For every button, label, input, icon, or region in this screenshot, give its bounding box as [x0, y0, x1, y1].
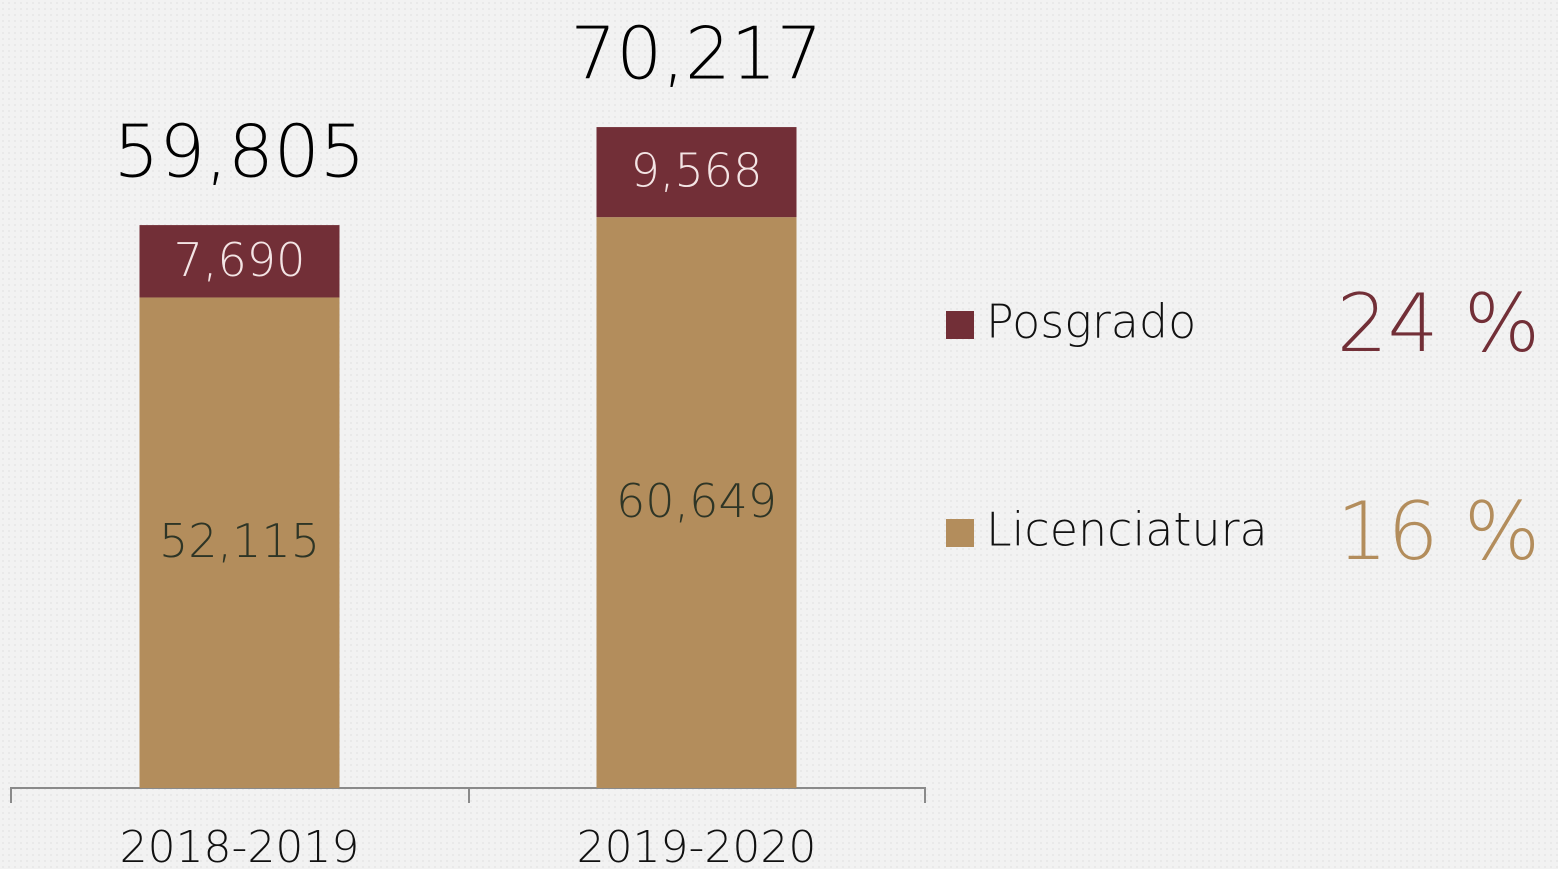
value-label: 52,115 [159, 514, 320, 568]
x-tick-label: 2018-2019 [120, 822, 360, 869]
legend-label: Licenciatura [986, 503, 1268, 557]
growth-label: 16 % [1337, 485, 1540, 578]
bar-segment [139, 297, 340, 788]
x-tick-label: 2019-2020 [577, 822, 817, 869]
legend-swatch [946, 519, 974, 547]
bar-segment [596, 127, 797, 218]
bar-segment [139, 225, 340, 298]
value-label: 9,568 [631, 144, 763, 198]
growth-label: 24 % [1337, 277, 1540, 370]
value-label: 7,690 [174, 233, 306, 287]
legend-swatch [946, 311, 974, 339]
total-label: 70,217 [571, 12, 823, 96]
legend-label: Posgrado [986, 295, 1196, 349]
bar-segment [596, 217, 797, 788]
value-label: 60,649 [616, 474, 777, 528]
total-label: 59,805 [114, 110, 366, 194]
